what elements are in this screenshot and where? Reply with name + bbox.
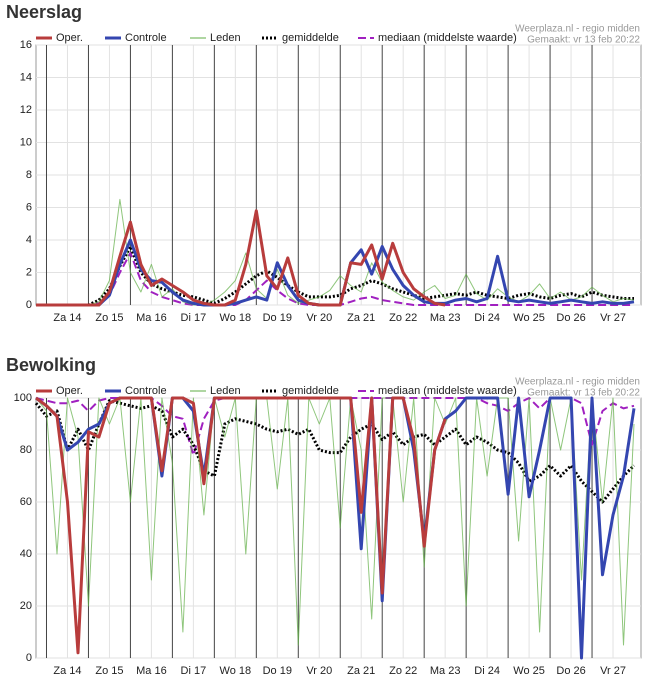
x-tick-label: Vr 20 bbox=[306, 665, 332, 677]
created-label: Gemaakt: vr 13 feb 20:22 bbox=[527, 35, 640, 46]
series-line bbox=[35, 396, 447, 655]
x-tick-label: Di 17 bbox=[181, 665, 207, 677]
x-tick-label: Wo 25 bbox=[513, 312, 545, 324]
y-tick-label: 6 bbox=[26, 201, 32, 213]
x-tick-label: Za 14 bbox=[53, 312, 81, 324]
x-tick-label: Do 19 bbox=[263, 312, 292, 324]
legend-label: Controle bbox=[125, 385, 167, 397]
x-tick-label: Za 14 bbox=[53, 665, 81, 677]
y-tick-label: 12 bbox=[20, 104, 32, 116]
source-label: Weerplaza.nl - regio midden bbox=[515, 377, 640, 388]
y-tick-label: 16 bbox=[20, 39, 32, 51]
x-tick-label: Di 24 bbox=[474, 665, 500, 677]
series-line bbox=[36, 252, 634, 306]
legend-label: Leden bbox=[210, 32, 241, 44]
legend-label: Oper. bbox=[56, 32, 83, 44]
legend-label: mediaan (middelste waarde) bbox=[378, 385, 517, 397]
x-tick-label: Do 19 bbox=[263, 665, 292, 677]
y-tick-label: 80 bbox=[20, 444, 32, 456]
y-tick-label: 100 bbox=[14, 392, 32, 404]
series-line bbox=[36, 198, 635, 306]
y-tick-label: 60 bbox=[20, 496, 32, 508]
x-tick-label: Vr 27 bbox=[600, 312, 626, 324]
legend-label: Controle bbox=[125, 32, 167, 44]
y-tick-label: 0 bbox=[26, 299, 32, 311]
legend-label: Leden bbox=[210, 385, 241, 397]
x-tick-label: Di 24 bbox=[474, 312, 500, 324]
created-label: Gemaakt: vr 13 feb 20:22 bbox=[527, 388, 640, 399]
x-tick-label: Ma 23 bbox=[430, 665, 461, 677]
chart-title: Neerslag bbox=[6, 2, 82, 22]
y-tick-label: 0 bbox=[26, 652, 32, 664]
x-tick-label: Di 17 bbox=[181, 312, 207, 324]
x-tick-label: Wo 18 bbox=[220, 312, 252, 324]
x-tick-label: Ma 16 bbox=[136, 665, 167, 677]
legend-label: gemiddelde bbox=[282, 385, 339, 397]
x-tick-label: Za 21 bbox=[347, 665, 375, 677]
x-tick-label: Zo 22 bbox=[389, 312, 417, 324]
x-tick-label: Zo 15 bbox=[95, 312, 123, 324]
x-tick-label: Ma 16 bbox=[136, 312, 167, 324]
legend-label: gemiddelde bbox=[282, 32, 339, 44]
x-tick-label: Zo 15 bbox=[95, 665, 123, 677]
y-tick-label: 2 bbox=[26, 266, 32, 278]
legend-label: Oper. bbox=[56, 385, 83, 397]
x-tick-label: Wo 25 bbox=[513, 665, 545, 677]
x-tick-label: Zo 22 bbox=[389, 665, 417, 677]
x-tick-label: Wo 18 bbox=[220, 665, 252, 677]
y-tick-label: 40 bbox=[20, 548, 32, 560]
y-tick-label: 8 bbox=[26, 169, 32, 181]
x-tick-label: Vr 27 bbox=[600, 665, 626, 677]
x-tick-label: Do 26 bbox=[556, 312, 585, 324]
y-tick-label: 20 bbox=[20, 600, 32, 612]
x-tick-label: Do 26 bbox=[556, 665, 585, 677]
x-tick-label: Vr 20 bbox=[306, 312, 332, 324]
x-tick-label: Za 21 bbox=[347, 312, 375, 324]
source-label: Weerplaza.nl - regio midden bbox=[515, 24, 640, 35]
series-line bbox=[36, 245, 634, 307]
series-line bbox=[35, 397, 635, 646]
y-tick-label: 4 bbox=[26, 234, 32, 246]
legend-label: mediaan (middelste waarde) bbox=[378, 32, 517, 44]
y-tick-label: 14 bbox=[20, 71, 32, 83]
series-line bbox=[36, 209, 446, 307]
y-tick-label: 10 bbox=[20, 136, 32, 148]
chart-title: Bewolking bbox=[6, 355, 96, 375]
x-tick-label: Ma 23 bbox=[430, 312, 461, 324]
